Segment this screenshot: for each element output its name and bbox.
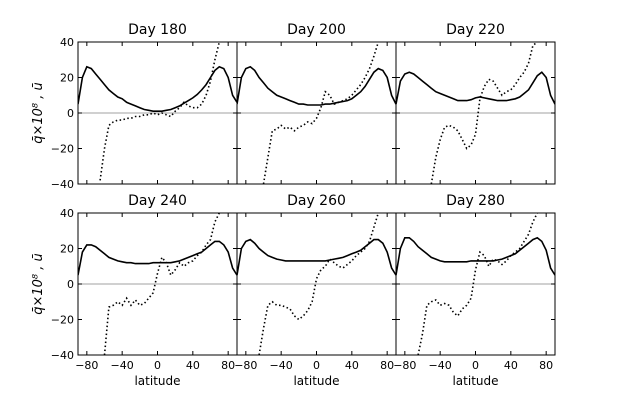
panel-1-series-u <box>78 65 237 112</box>
panel-1-ytick-label: 40 <box>60 36 74 49</box>
panel-2-title: Day 200 <box>287 22 346 38</box>
panel-4-xtick-label: 0 <box>154 359 161 372</box>
panel-1-ytick-label: 20 <box>60 72 74 85</box>
panel-4-ytick-label: 0 <box>67 278 74 291</box>
panel-5-xtick-label: 80 <box>380 359 394 372</box>
panel-5-series-u <box>237 238 396 276</box>
panel-1-ytick-label: 0 <box>67 107 74 120</box>
panel-5-xlabel: latitude <box>293 374 339 388</box>
panel-2-series-u <box>237 65 396 106</box>
ylabel-row-2: q̄×10⁸ , ū <box>31 253 46 315</box>
ylabel-row-1: q̄×10⁸ , ū <box>31 82 46 144</box>
panel-4-ytick-label: 40 <box>60 207 74 220</box>
panel-1-series-q <box>99 42 221 181</box>
panel-4-ytick-label: −20 <box>51 314 74 327</box>
panel-5-series-q <box>258 213 380 355</box>
panel-4-xtick-label: −80 <box>75 359 98 372</box>
panel-1-ytick-label: −20 <box>51 143 74 156</box>
panel-4-xtick-label: 40 <box>186 359 200 372</box>
panel-5-xtick-label: −40 <box>270 359 293 372</box>
panel-6-series-u <box>396 236 555 276</box>
panel-5-xtick-label: −80 <box>234 359 257 372</box>
panel-4-xlabel: latitude <box>134 374 180 388</box>
panel-4-xtick-label: 80 <box>221 359 235 372</box>
panel-6-series-q <box>417 213 539 355</box>
panel-6-xtick-label: 80 <box>539 359 553 372</box>
panel-3-title: Day 220 <box>446 22 505 38</box>
panel-6-xtick-label: 40 <box>504 359 518 372</box>
panel-5-xtick-label: 0 <box>313 359 320 372</box>
panel-3-series-u <box>396 71 555 105</box>
panel-5-title: Day 260 <box>287 193 346 209</box>
panel-4-series-u <box>78 240 237 276</box>
panel-4-xtick-label: −40 <box>111 359 134 372</box>
panel-6-xlabel: latitude <box>452 374 498 388</box>
panel-4-ytick-label: 20 <box>60 243 74 256</box>
panel-6-title: Day 280 <box>446 193 505 209</box>
panel-6-xtick-label: −40 <box>429 359 452 372</box>
panel-4-series-q <box>103 213 221 355</box>
panel-4-ytick-label: −40 <box>51 349 74 362</box>
panel-6-xtick-label: 0 <box>472 359 479 372</box>
panel-1-title: Day 180 <box>128 22 187 38</box>
panel-5-xtick-label: 40 <box>345 359 359 372</box>
panel-4-title: Day 240 <box>128 193 187 209</box>
panel-6-xtick-label: −80 <box>393 359 416 372</box>
panel-1-ytick-label: −40 <box>51 178 74 191</box>
